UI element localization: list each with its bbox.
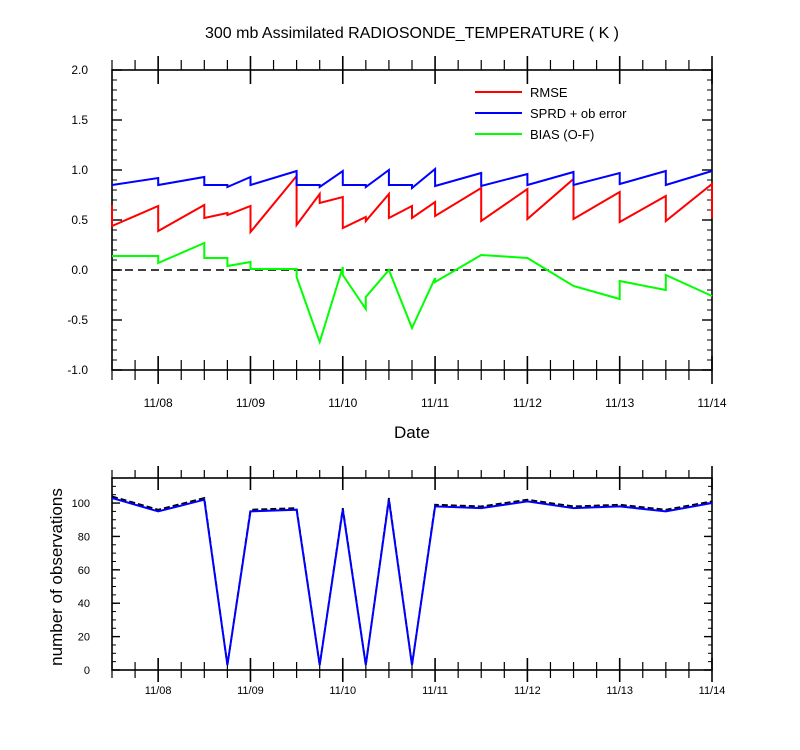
x-tick-label: 11/09 xyxy=(236,396,265,410)
y-tick-label: 1.5 xyxy=(71,113,88,127)
x-tick-label: 11/14 xyxy=(699,685,726,697)
series-line-sprd-ob-error xyxy=(111,166,713,191)
x-ticks: 11/08 11/09 11/10 11/11 11/12 11/13 11/14 xyxy=(111,466,726,697)
x-tick-label: 11/12 xyxy=(513,396,542,410)
x-tick-label: 11/09 xyxy=(237,685,264,697)
legend-label: SPRD + ob error xyxy=(530,106,627,121)
x-axis-label: Date xyxy=(394,423,430,442)
x-tick-label: 11/12 xyxy=(514,685,541,697)
x-tick-label: 11/11 xyxy=(422,685,448,697)
x-tick-label: 11/10 xyxy=(329,685,356,697)
y-tick-label: 1.0 xyxy=(71,163,88,177)
y-tick-label: 0 xyxy=(84,665,90,677)
y-ticks: 2.0 1.5 1.0 0.5 0.0 -0.5 -1.0 xyxy=(67,63,712,377)
y-tick-label: 40 xyxy=(78,598,90,610)
y-tick-label: 2.0 xyxy=(71,63,88,77)
y-axis-label-bottom: number of observations xyxy=(47,488,66,666)
series-line-observations-possible xyxy=(111,495,713,666)
x-tick-label: 11/08 xyxy=(144,396,173,410)
x-tick-label: 11/10 xyxy=(328,396,357,410)
y-tick-label: -0.5 xyxy=(67,313,88,327)
x-tick-label: 11/14 xyxy=(697,396,726,410)
legend-label: BIAS (O-F) xyxy=(530,127,594,142)
chart-title: 300 mb Assimilated RADIOSONDE_TEMPERATUR… xyxy=(205,25,619,42)
series-line-observations-assimilated xyxy=(111,497,713,666)
y-tick-label: 80 xyxy=(78,531,90,543)
series-line-rmse xyxy=(111,173,713,235)
legend-label: RMSE xyxy=(530,85,568,100)
x-tick-label: 11/13 xyxy=(606,685,633,697)
y-tick-label: -1.0 xyxy=(67,363,88,377)
y-tick-label: 0.0 xyxy=(71,263,88,277)
y-tick-label: 20 xyxy=(78,632,90,644)
x-tick-label: 11/08 xyxy=(145,685,172,697)
y-tick-label: 0.5 xyxy=(71,213,88,227)
y-tick-label: 60 xyxy=(78,565,90,577)
y-tick-label: 100 xyxy=(72,498,90,510)
x-tick-label: 11/13 xyxy=(605,396,634,410)
top-panel: 2.01.51.00.50.0-0.5-1.011/08 11/09 11/10 11… xyxy=(67,56,727,410)
x-tick-label: 11/11 xyxy=(421,396,450,410)
series-line-bias-o-f xyxy=(112,241,713,346)
legend: RMSE SPRD + ob error BIAS (O-F) xyxy=(475,85,627,142)
x-ticks: 11/08 11/09 11/10 11/11 11/12 11/13 11/14 xyxy=(111,56,727,410)
